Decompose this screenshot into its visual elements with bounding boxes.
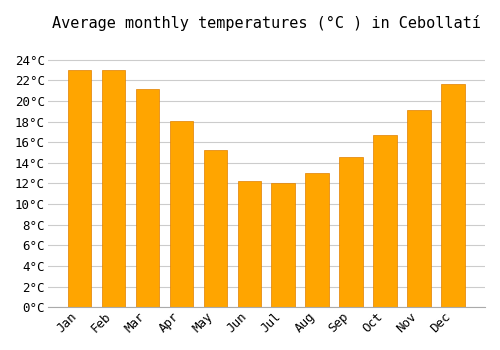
Bar [340,156,363,307]
Bar [374,135,397,307]
Bar [408,110,431,307]
Bar [272,183,295,307]
Bar [204,150,228,307]
Bar [442,84,465,307]
Bar [102,70,126,307]
Bar [170,120,194,307]
Bar [68,70,92,307]
Bar [306,173,329,307]
Bar [238,181,262,307]
Bar [136,89,160,307]
Title: Average monthly temperatures (°C ) in Cebollatí: Average monthly temperatures (°C ) in Ce… [52,15,481,31]
